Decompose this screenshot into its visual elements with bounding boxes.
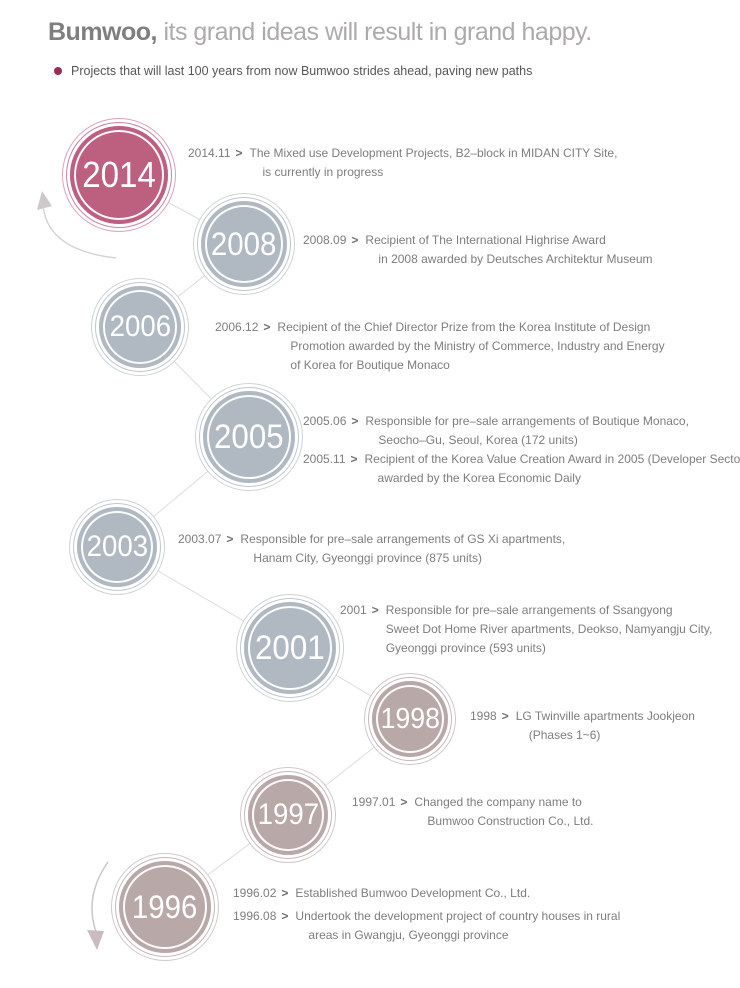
history-entry: 1996.08 > Undertook the development proj… — [233, 907, 620, 945]
timeline-node-1998: 1998 — [372, 681, 448, 757]
entry-date: 2001 — [340, 603, 367, 617]
entry-date: 1996.02 — [233, 886, 277, 900]
timeline-entry-1998: 1998 > LG Twinville apartments Jookjeon … — [470, 707, 695, 745]
timeline-entry-2001: 2001 > Responsible for pre–sale arrangem… — [340, 601, 712, 658]
entry-text: Established Bumwoo Development Co., Ltd. — [295, 886, 531, 900]
year-label-2008: 2008 — [211, 225, 277, 262]
entry-text: Gyeonggi province (593 units) — [385, 641, 546, 655]
entry-text: Promotion awarded by the Ministry of Com… — [290, 339, 665, 353]
history-entry: 2005.06 > Responsible for pre–sale arran… — [303, 412, 740, 450]
timeline-entry-2005: 2005.06 > Responsible for pre–sale arran… — [303, 412, 740, 488]
chevron-right-icon: > — [371, 603, 379, 617]
entry-date: 2008.09 — [303, 233, 347, 247]
entry-text: (Phases 1~6) — [528, 728, 601, 742]
entry-date: 2006.12 — [215, 320, 259, 334]
history-entry: 2008.09 > Recipient of The International… — [303, 231, 653, 269]
entry-text: Hanam City, Gyeonggi province (875 units… — [253, 551, 482, 565]
entry-date: 2005.06 — [303, 414, 347, 428]
entry-text: of Korea for Boutique Monaco — [290, 358, 450, 372]
chevron-right-icon: > — [351, 414, 359, 428]
bullet-icon — [54, 67, 62, 75]
history-entry: 2005.11 > Recipient of the Korea Value C… — [303, 450, 740, 488]
history-entry: 1997.01 > Changed the company name to Bu… — [352, 793, 593, 831]
year-label-2001: 2001 — [255, 628, 325, 667]
timeline-node-2008: 2008 — [201, 201, 287, 287]
entry-text: Responsible for pre–sale arrangements of… — [240, 532, 566, 546]
page-title: Bumwoo, its grand ideas will result in g… — [48, 18, 592, 47]
page-subtitle: Projects that will last 100 years from n… — [54, 64, 532, 78]
chevron-right-icon: > — [263, 320, 271, 334]
entry-text: is currently in progress — [262, 165, 384, 179]
timeline-node-2001: 2001 — [244, 602, 336, 694]
history-entry: 2003.07 > Responsible for pre–sale arran… — [178, 530, 565, 568]
timeline-entry-2014: 2014.11 > The Mixed use Development Proj… — [188, 144, 617, 182]
chevron-right-icon: > — [281, 909, 289, 923]
year-label-2005: 2005 — [214, 417, 284, 456]
history-entry: 1996.02 > Established Bumwoo Development… — [233, 884, 620, 903]
chevron-right-icon: > — [350, 452, 358, 466]
timeline-entry-2003: 2003.07 > Responsible for pre–sale arran… — [178, 530, 565, 568]
entry-text: LG Twinville apartments Jookjeon — [515, 709, 695, 723]
entry-text: Changed the company name to — [414, 795, 582, 809]
entry-date: 2014.11 — [188, 146, 231, 160]
timeline-node-2005: 2005 — [203, 391, 295, 483]
year-label-2006: 2006 — [109, 310, 171, 343]
entry-text: Recipient of The International Highrise … — [365, 233, 606, 247]
page-title-brand: Bumwoo, — [48, 18, 158, 46]
timeline-entry-1996: 1996.02 > Established Bumwoo Development… — [233, 884, 620, 945]
timeline-entry-1997: 1997.01 > Changed the company name to Bu… — [352, 793, 593, 831]
entry-date: 1997.01 — [352, 795, 396, 809]
entry-text: Responsible for pre–sale arrangements of… — [365, 414, 689, 428]
timeline-node-2006: 2006 — [99, 286, 181, 368]
entry-date: 2003.07 — [178, 532, 222, 546]
page-title-tagline: its grand ideas will result in grand hap… — [157, 18, 592, 46]
timeline-entry-2006: 2006.12 > Recipient of the Chief Directo… — [215, 318, 665, 375]
entry-text: Sweet Dot Home River apartments, Deokso,… — [385, 622, 713, 636]
chevron-right-icon: > — [351, 233, 359, 247]
page-subtitle-text: Projects that will last 100 years from n… — [71, 64, 533, 78]
year-label-1997: 1997 — [257, 798, 319, 831]
entry-text: Undertook the development project of cou… — [295, 909, 621, 923]
year-label-1998: 1998 — [380, 702, 440, 735]
chevron-right-icon: > — [400, 795, 408, 809]
entry-text: Responsible for pre–sale arrangements of… — [385, 603, 673, 617]
history-entry: 1998 > LG Twinville apartments Jookjeon … — [470, 707, 695, 745]
timeline-node-1997: 1997 — [248, 775, 328, 855]
entry-date: 2005.11 — [303, 452, 346, 466]
entry-date: 1998 — [470, 709, 497, 723]
history-entry: 2014.11 > The Mixed use Development Proj… — [188, 144, 617, 182]
entry-date: 1996.08 — [233, 909, 277, 923]
timeline-node-1996: 1996 — [119, 861, 211, 953]
year-label-2014: 2014 — [82, 154, 156, 195]
chevron-right-icon: > — [226, 532, 234, 546]
entry-text: in 2008 awarded by Deutsches Architektur… — [378, 252, 653, 266]
entry-text: awarded by the Korea Economic Daily — [377, 471, 581, 485]
next-arrow-icon — [87, 861, 109, 950]
entry-text: The Mixed use Development Projects, B2–b… — [249, 146, 618, 160]
history-entry: 2001 > Responsible for pre–sale arrangem… — [340, 601, 712, 658]
year-label-2003: 2003 — [86, 530, 148, 563]
history-entry: 2006.12 > Recipient of the Chief Directo… — [215, 318, 665, 375]
chevron-right-icon: > — [281, 886, 289, 900]
timeline-entry-2008: 2008.09 > Recipient of The International… — [303, 231, 653, 269]
entry-text: Recipient of the Chief Director Prize fr… — [277, 320, 651, 334]
entry-text: Seocho–Gu, Seoul, Korea (172 units) — [378, 433, 578, 447]
timeline-node-2014: 2014 — [70, 126, 168, 224]
timeline-node-2003: 2003 — [77, 507, 157, 587]
chevron-right-icon: > — [501, 709, 509, 723]
year-label-1996: 1996 — [132, 888, 198, 925]
entry-text: Bumwoo Construction Co., Ltd. — [427, 814, 594, 828]
entry-text: areas in Gwangju, Gyeonggi province — [308, 928, 509, 942]
chevron-right-icon: > — [235, 146, 243, 160]
entry-text: Recipient of the Korea Value Creation Aw… — [364, 452, 740, 466]
